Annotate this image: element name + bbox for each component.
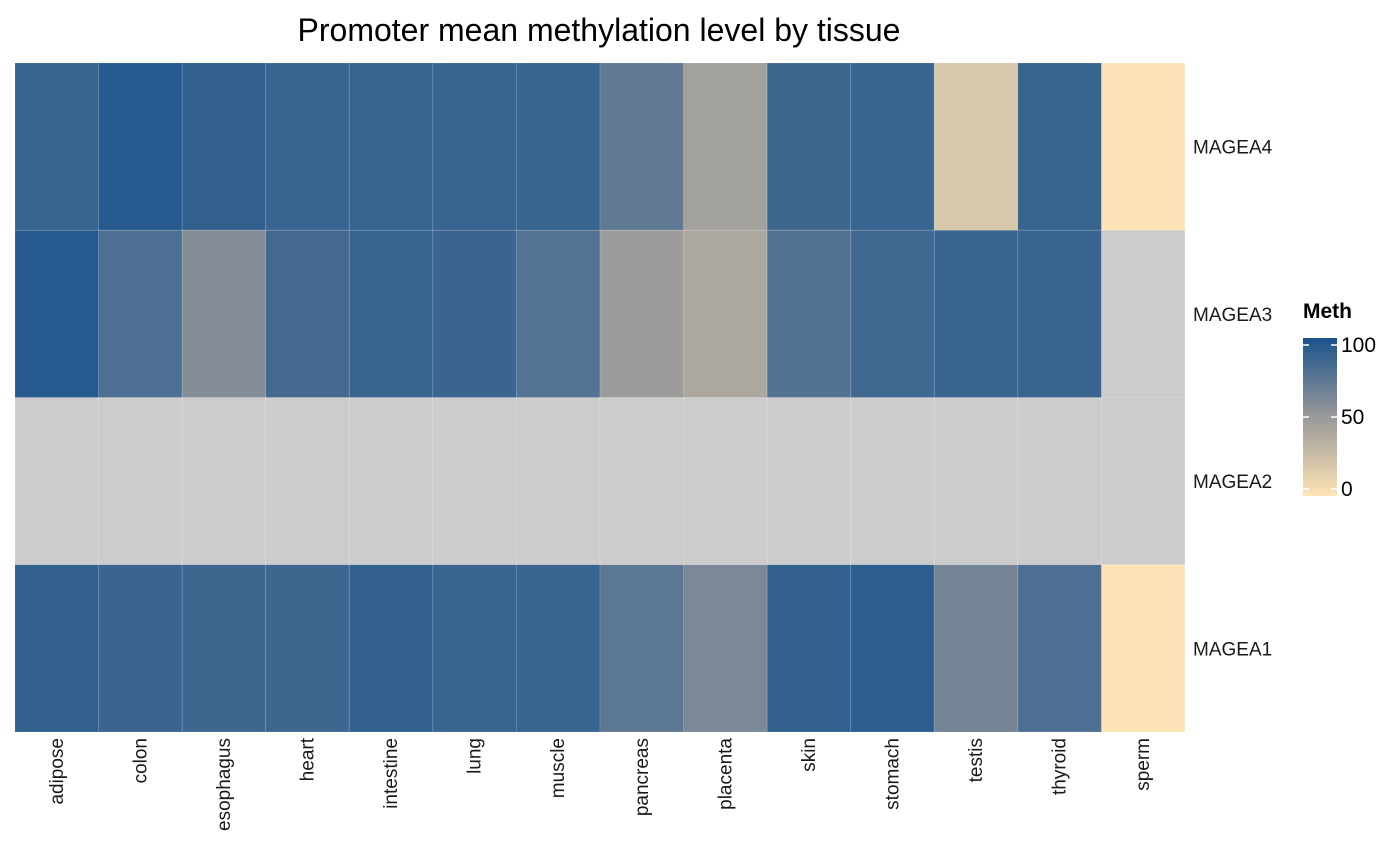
legend-ticks: 100 50 0	[1303, 334, 1376, 501]
heatmap-cell-magea2-intestine	[348, 397, 434, 566]
heatmap-cell-magea2-placenta	[683, 397, 768, 566]
heatmap-cell-magea3-esophagus	[181, 229, 267, 398]
heatmap-cell-magea2-adipose	[14, 397, 100, 566]
y-axis-labels: MAGEA4 MAGEA3 MAGEA2 MAGEA1	[1193, 138, 1273, 661]
legend-tick-label-0: 0	[1341, 478, 1353, 501]
heatmap-cell-magea3-pancreas	[599, 229, 685, 398]
x-label-esophagus: esophagus	[214, 738, 235, 831]
x-label-skin: skin	[799, 738, 820, 772]
x-label-sperm: sperm	[1133, 738, 1154, 791]
heatmap-cells	[14, 62, 1186, 733]
heatmap-cell-magea4-testis	[933, 62, 1019, 231]
heatmap-cell-magea1-lung	[432, 564, 517, 733]
legend-tick-label-100: 100	[1341, 334, 1376, 357]
heatmap-cell-magea3-heart	[265, 229, 350, 398]
x-label-colon: colon	[130, 738, 151, 783]
heatmap-cell-magea4-lung	[432, 62, 517, 231]
heatmap-cell-magea1-intestine	[348, 564, 434, 733]
x-axis-labels: adipose colon esophagus heart intestine lung m…	[47, 737, 1154, 831]
heatmap-cell-magea2-pancreas	[599, 397, 685, 566]
x-label-intestine: intestine	[381, 738, 402, 809]
heatmap-cell-magea1-skin	[766, 564, 852, 733]
heatmap-cell-magea1-adipose	[14, 564, 100, 733]
heatmap-cell-magea2-colon	[98, 397, 183, 566]
legend-tick-label-50: 50	[1341, 406, 1364, 429]
x-label-thyroid: thyroid	[1050, 738, 1071, 795]
heatmap-cell-magea1-heart	[265, 564, 350, 733]
y-label-magea2: MAGEA2	[1193, 472, 1272, 493]
heatmap-cell-magea2-thyroid	[1017, 397, 1102, 566]
heatmap-cell-magea3-thyroid	[1017, 229, 1102, 398]
heatmap-cell-magea1-sperm	[1100, 564, 1186, 733]
heatmap-cell-magea2-muscle	[515, 397, 601, 566]
x-label-muscle: muscle	[548, 738, 569, 798]
heatmap-cell-magea3-lung	[432, 229, 517, 398]
heatmap-cell-magea2-skin	[766, 397, 852, 566]
heatmap-cell-magea3-stomach	[850, 229, 935, 398]
heatmap-cell-magea2-sperm	[1100, 397, 1186, 566]
heatmap-cell-magea4-adipose	[14, 62, 100, 231]
heatmap-cell-magea3-intestine	[348, 229, 434, 398]
x-label-stomach: stomach	[883, 738, 904, 810]
heatmap-cell-magea4-muscle	[515, 62, 601, 231]
heatmap-cell-magea1-muscle	[515, 564, 601, 733]
legend: Meth 100 50 0	[1303, 300, 1376, 501]
heatmap-cell-magea1-colon	[98, 564, 183, 733]
heatmap-cell-magea3-muscle	[515, 229, 601, 398]
y-label-magea3: MAGEA3	[1193, 305, 1272, 326]
legend-title: Meth	[1303, 300, 1352, 323]
x-label-lung: lung	[465, 738, 486, 774]
heatmap-cell-magea1-pancreas	[599, 564, 685, 733]
heatmap-cell-magea2-heart	[265, 397, 350, 566]
x-label-placenta: placenta	[715, 738, 736, 810]
x-label-testis: testis	[966, 738, 987, 782]
heatmap-cell-magea4-thyroid	[1017, 62, 1102, 231]
heatmap-cell-magea1-testis	[933, 564, 1019, 733]
heatmap-cell-magea3-sperm	[1100, 229, 1186, 398]
y-label-magea1: MAGEA1	[1193, 639, 1272, 660]
heatmap-cell-magea1-placenta	[683, 564, 768, 733]
heatmap-cell-magea4-placenta	[683, 62, 768, 231]
x-label-heart: heart	[298, 737, 319, 781]
x-label-pancreas: pancreas	[632, 738, 653, 816]
heatmap-cell-magea1-stomach	[850, 564, 935, 733]
heatmap-cell-magea4-heart	[265, 62, 350, 231]
heatmap-cell-magea4-esophagus	[181, 62, 267, 231]
heatmap-cell-magea4-skin	[766, 62, 852, 231]
heatmap-cell-magea3-placenta	[683, 229, 768, 398]
heatmap-cell-magea4-pancreas	[599, 62, 685, 231]
heatmap-cell-magea2-testis	[933, 397, 1019, 566]
heatmap-cell-magea4-colon	[98, 62, 183, 231]
heatmap-cell-magea3-skin	[766, 229, 852, 398]
heatmap-cell-magea1-esophagus	[181, 564, 267, 733]
x-label-adipose: adipose	[47, 738, 68, 805]
y-label-magea4: MAGEA4	[1193, 138, 1273, 159]
heatmap-cell-magea2-esophagus	[181, 397, 267, 566]
heatmap-cell-magea3-adipose	[14, 229, 100, 398]
heatmap-cell-magea4-sperm	[1100, 62, 1186, 231]
heatmap-cell-magea3-colon	[98, 229, 183, 398]
chart-title: Promoter mean methylation level by tissu…	[298, 12, 901, 48]
heatmap-cell-magea2-stomach	[850, 397, 935, 566]
heatmap-cell-magea3-testis	[933, 229, 1019, 398]
heatmap-cell-magea4-intestine	[348, 62, 434, 231]
heatmap-cell-magea1-thyroid	[1017, 564, 1102, 733]
heatmap-cell-magea4-stomach	[850, 62, 935, 231]
heatmap-cell-magea2-lung	[432, 397, 517, 566]
